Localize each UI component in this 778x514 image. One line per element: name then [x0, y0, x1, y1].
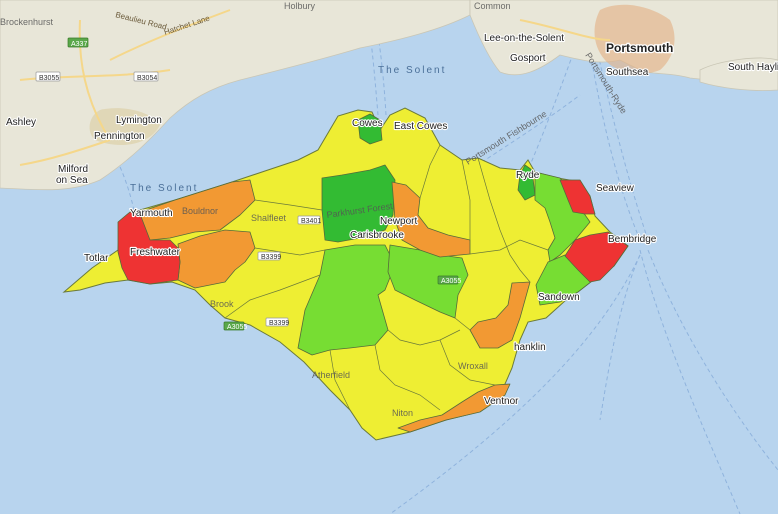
label-southsea: Southsea	[606, 67, 649, 78]
zone-freshwater[interactable]	[117, 211, 181, 285]
label-the-solent-east: The Solent	[378, 65, 446, 76]
boundaries	[224, 144, 549, 411]
label-the-solent-west: The Solent	[130, 183, 198, 194]
svg-text:A3055: A3055	[227, 324, 247, 331]
label-wroxall: Wroxall	[458, 361, 488, 371]
svg-text:A3055: A3055	[441, 278, 461, 285]
label-cowes: Cowes	[352, 118, 383, 129]
zone-cowes[interactable]	[357, 113, 383, 145]
label-brook: Brook	[210, 299, 234, 309]
zone-ventnor[interactable]	[397, 383, 511, 433]
label-newport: Newport	[380, 216, 417, 227]
svg-text:B3399: B3399	[261, 254, 281, 261]
label-lymington: Lymington	[116, 115, 162, 126]
label-lee-on-the-solent: Lee-on-the-Solent	[484, 33, 564, 44]
label-atherfield: Atherfield	[312, 370, 350, 380]
label-east-cowes: East Cowes	[394, 121, 447, 132]
label-sandown: Sandown	[538, 292, 580, 303]
svg-text:B3399: B3399	[269, 320, 289, 327]
shipping-lanes	[99, 0, 778, 514]
label-ashley: Ashley	[6, 117, 36, 128]
label-yarmouth: Yarmouth	[130, 208, 173, 219]
road-a337-shield: A337	[67, 37, 89, 48]
road-b3399-shield: B3399	[257, 251, 281, 261]
label-ventnor: Ventnor	[484, 396, 519, 407]
portsmouth-urban	[594, 4, 675, 74]
label-ryde: Ryde	[516, 170, 540, 181]
label-carisbrooke: Carisbrooke	[350, 230, 404, 241]
zone-seaview[interactable]	[559, 179, 596, 215]
label-common: Common	[474, 1, 511, 11]
label-freshwater: Freshwater	[130, 247, 181, 258]
road-b3055-shield: B3055	[35, 71, 61, 82]
mainland-roads	[19, 9, 611, 166]
label-milford-on-sea: Milford on Sea	[56, 164, 88, 186]
road-b3399b-shield: B3399	[265, 317, 289, 327]
label-bouldnor: Bouldnor	[182, 206, 218, 216]
road-b3054-shield: B3054	[133, 71, 159, 82]
svg-text:B3401: B3401	[301, 218, 321, 225]
label-niton: Niton	[392, 408, 413, 418]
zone-parkhurst[interactable]	[321, 164, 396, 243]
choropleth-zones	[117, 113, 629, 433]
road-a3055-shield: A3055	[223, 321, 247, 331]
road-b3401-shield: B3401	[297, 215, 321, 225]
label-totland: Totlar	[84, 253, 109, 264]
zone-shanklin[interactable]	[469, 281, 531, 349]
label-brockenhurst: Brockenhurst	[0, 17, 54, 27]
label-bembridge: Bembridge	[608, 234, 657, 245]
label-pennington: Pennington	[94, 131, 145, 142]
road-a3055b-shield: A3055	[437, 275, 461, 285]
label-portsmouth: Portsmouth	[606, 41, 673, 55]
label-shalfleet: Shalfleet	[251, 213, 287, 223]
label-south-hayling: South Haylin	[728, 62, 778, 73]
svg-text:A337: A337	[71, 41, 87, 48]
hayling-island	[699, 57, 778, 91]
label-gosport: Gosport	[510, 53, 546, 64]
label-seaview: Seaview	[596, 183, 635, 194]
svg-text:B3055: B3055	[39, 75, 59, 82]
zone-bembridge[interactable]	[564, 231, 629, 283]
label-shanklin: hanklin	[514, 342, 546, 353]
label-holbury: Holbury	[284, 1, 316, 11]
svg-text:B3054: B3054	[137, 75, 157, 82]
